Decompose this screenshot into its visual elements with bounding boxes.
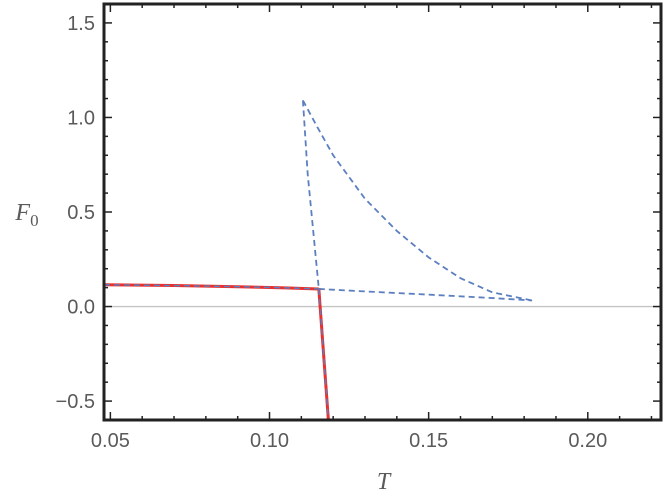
x-tick-label: 0.20 [568,430,607,452]
plot-frame [102,2,663,422]
y-tick-label: 0.5 [67,202,95,224]
y-axis-label-subscript: 0 [30,211,39,230]
x-tick-label: 0.15 [409,430,448,452]
x-axis-label: T [377,469,392,495]
y-tick-label: 1.0 [67,107,95,129]
y-tick-label: 1.5 [67,13,95,35]
y-tick-label: 0.0 [67,297,95,319]
series-overlay-4 [104,284,319,290]
series-dashed-3 [302,100,533,302]
series-layer [104,100,661,420]
y-tick-label: −0.5 [56,391,95,413]
x-tick-label: 0.05 [91,430,130,452]
y-axis-label: F0 [14,200,38,230]
series-overlay-5 [318,288,330,420]
x-tick-label: 0.10 [250,430,289,452]
tick-layer: 0.05 0.10 0.15 0.20 −0.5 0.0 0.5 1.0 1.5 [56,3,661,452]
plot-area [104,100,661,420]
y-axis-label-base: F [14,200,30,226]
series-dashed-1 [318,288,533,302]
